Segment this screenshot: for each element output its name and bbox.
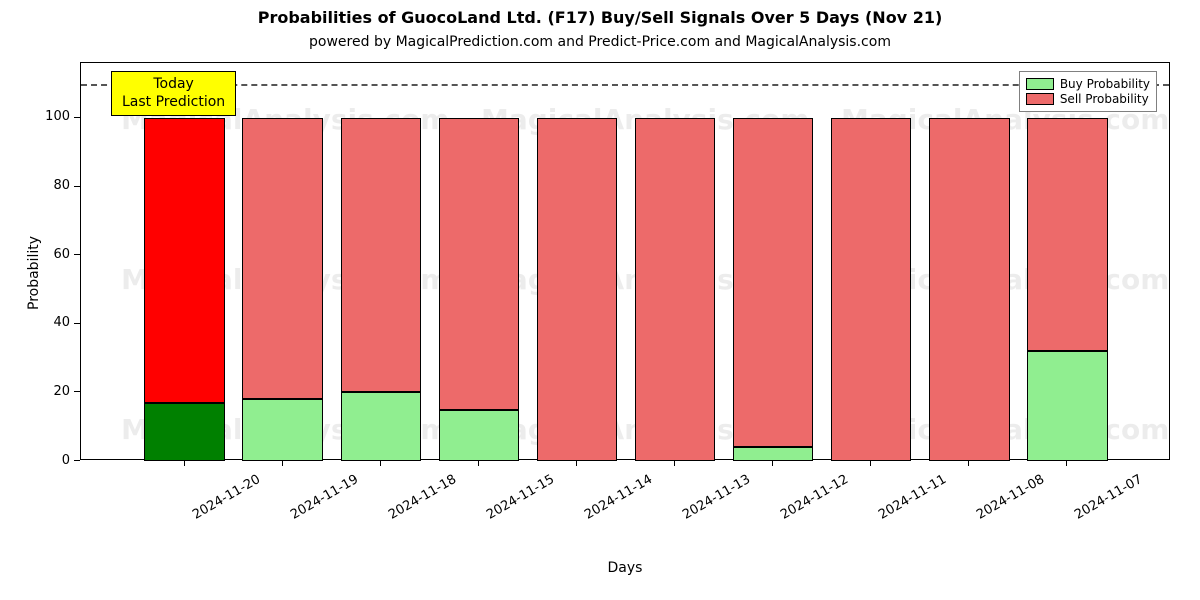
sell-bar	[537, 118, 617, 461]
y-tick-label: 80	[30, 178, 70, 193]
x-tick-mark	[772, 460, 773, 466]
y-tick-mark	[74, 186, 80, 187]
legend-swatch	[1026, 93, 1054, 105]
x-tick-label: 2024-11-11	[876, 472, 949, 523]
x-tick-mark	[1066, 460, 1067, 466]
x-tick-mark	[184, 460, 185, 466]
x-tick-label: 2024-11-08	[974, 472, 1047, 523]
legend: Buy ProbabilitySell Probability	[1019, 71, 1157, 112]
legend-swatch	[1026, 78, 1054, 90]
plot-area: MagicalAnalysis.comMagicalAnalysis.comMa…	[80, 62, 1170, 460]
chart-subtitle: powered by MagicalPrediction.com and Pre…	[0, 34, 1200, 50]
y-tick-mark	[74, 460, 80, 461]
x-tick-mark	[968, 460, 969, 466]
x-tick-mark	[282, 460, 283, 466]
buy-bar	[144, 403, 224, 461]
buy-bar	[341, 392, 421, 461]
sell-bar	[1027, 118, 1107, 351]
x-tick-label: 2024-11-07	[1073, 472, 1146, 523]
y-tick-mark	[74, 391, 80, 392]
y-tick-mark	[74, 254, 80, 255]
today-annotation: TodayLast Prediction	[111, 71, 236, 116]
x-tick-label: 2024-11-18	[386, 472, 459, 523]
x-tick-label: 2024-11-12	[778, 472, 851, 523]
x-tick-mark	[674, 460, 675, 466]
legend-item: Sell Probability	[1026, 92, 1150, 106]
buy-bar	[1027, 351, 1107, 461]
x-tick-mark	[478, 460, 479, 466]
x-tick-mark	[576, 460, 577, 466]
sell-bar	[733, 118, 813, 447]
y-tick-label: 0	[30, 453, 70, 468]
y-tick-label: 100	[30, 109, 70, 124]
sell-bar	[635, 118, 715, 461]
sell-bar	[242, 118, 322, 399]
legend-label: Sell Probability	[1060, 92, 1149, 106]
x-tick-mark	[870, 460, 871, 466]
y-tick-mark	[74, 323, 80, 324]
reference-line	[81, 84, 1169, 86]
x-tick-label: 2024-11-13	[680, 472, 753, 523]
y-tick-label: 60	[30, 247, 70, 262]
x-tick-label: 2024-11-20	[190, 472, 263, 523]
x-axis-label: Days	[80, 560, 1170, 576]
buy-bar	[733, 447, 813, 461]
x-tick-label: 2024-11-14	[582, 472, 655, 523]
today-line1: Today	[122, 76, 225, 94]
today-line2: Last Prediction	[122, 94, 225, 112]
legend-item: Buy Probability	[1026, 77, 1150, 91]
sell-bar	[144, 118, 224, 403]
buy-bar	[439, 410, 519, 461]
y-tick-mark	[74, 117, 80, 118]
sell-bar	[929, 118, 1009, 461]
x-tick-mark	[380, 460, 381, 466]
y-tick-label: 40	[30, 315, 70, 330]
legend-label: Buy Probability	[1060, 77, 1150, 91]
y-tick-label: 20	[30, 384, 70, 399]
sell-bar	[439, 118, 519, 410]
chart-figure: Probabilities of GuocoLand Ltd. (F17) Bu…	[0, 0, 1200, 600]
x-tick-label: 2024-11-19	[288, 472, 361, 523]
sell-bar	[341, 118, 421, 392]
sell-bar	[831, 118, 911, 461]
buy-bar	[242, 399, 322, 461]
x-tick-label: 2024-11-15	[484, 472, 557, 523]
chart-title: Probabilities of GuocoLand Ltd. (F17) Bu…	[0, 8, 1200, 27]
